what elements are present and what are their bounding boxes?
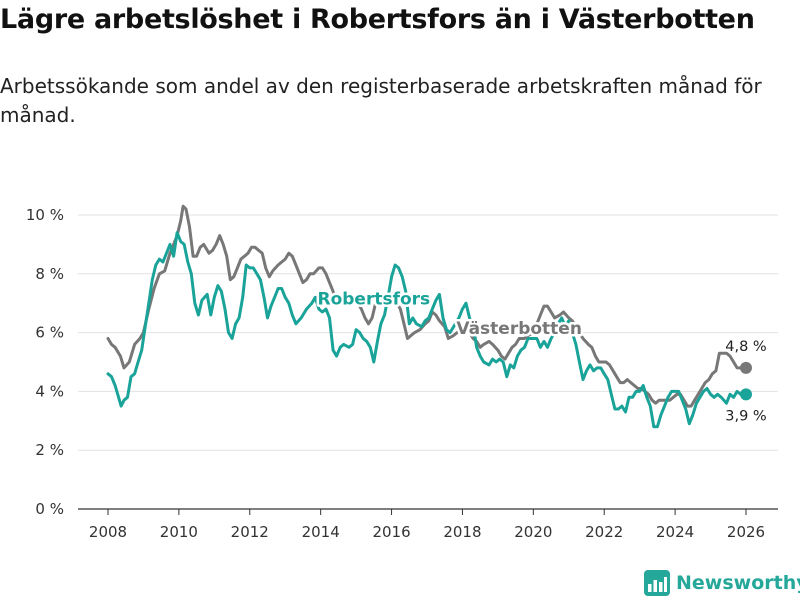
newsworthy-logo-icon: [644, 570, 670, 596]
series-name-label-v-sterbotten: Västerbotten: [456, 319, 582, 339]
brand-name: Newsworthy: [676, 572, 800, 594]
x-tick-label: 2020: [514, 523, 552, 541]
x-tick-label: 2014: [302, 523, 340, 541]
x-tick-label: 2016: [372, 523, 410, 541]
x-tick-label: 2022: [585, 523, 623, 541]
y-tick-label: 4 %: [35, 382, 64, 400]
series-lines: [106, 204, 752, 429]
y-tick-label: 2 %: [35, 441, 64, 459]
y-tick-label: 0 %: [35, 500, 64, 518]
y-axis: 0 % 2 % 4 % 6 % 8 % 10 %: [26, 206, 64, 518]
x-tick-label: 2012: [231, 523, 269, 541]
chart-title: Lägre arbetslöshet i Robertsfors än i Vä…: [0, 4, 755, 35]
y-tick-label: 8 %: [35, 265, 64, 283]
x-tick-label: 2018: [443, 523, 481, 541]
end-label-robertsfors: 3,9 %: [725, 408, 766, 424]
grid: [78, 214, 778, 510]
series-labels: 4,8 % 3,9 % Robertsfors Västerbotten: [315, 287, 769, 426]
end-point-v-sterbotten: [740, 361, 752, 374]
y-tick-label: 6 %: [35, 324, 64, 342]
x-tick-label: 2010: [160, 523, 198, 541]
x-tick-label: 2026: [727, 523, 765, 541]
chart-subtitle: Arbetssökande som andel av den registerb…: [0, 74, 762, 127]
end-label-v-sterbotten: 4,8 %: [725, 339, 766, 355]
x-tick-label: 2024: [656, 523, 694, 541]
end-point-robertsfors: [740, 388, 752, 401]
brand: Newsworthy: [644, 570, 800, 596]
series-line-robertsfors: [106, 231, 748, 429]
x-axis: 2008 2010 2012 2014 2016 2018 2020 2022 2024 2026: [89, 509, 765, 541]
series-name-label-robertsfors: Robertsfors: [317, 289, 430, 309]
x-tick-label: 2008: [89, 523, 127, 541]
y-tick-label: 10 %: [26, 206, 64, 224]
